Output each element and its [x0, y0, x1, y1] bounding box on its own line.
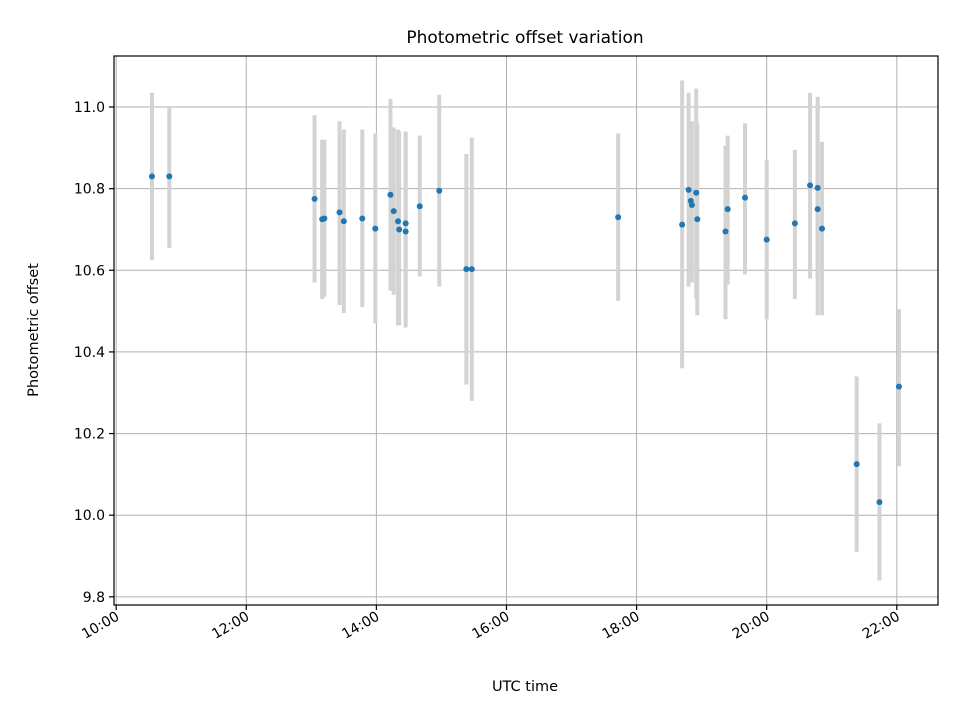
data-point	[742, 194, 749, 201]
data-point	[340, 218, 347, 225]
data-point	[722, 228, 729, 235]
data-point	[814, 184, 821, 191]
y-tick-label: 11.0	[74, 100, 105, 116]
x-tick-label: 16:00	[470, 609, 513, 643]
data-point	[166, 173, 173, 180]
data-point	[814, 206, 821, 213]
data-point	[436, 187, 443, 194]
data-point	[402, 228, 409, 235]
data-point	[321, 215, 328, 222]
data-point	[615, 214, 622, 221]
x-tick-label: 22:00	[860, 609, 903, 643]
data-point	[390, 208, 397, 215]
x-tick-label: 20:00	[730, 609, 773, 643]
data-point	[724, 206, 731, 213]
data-point	[359, 215, 366, 222]
grid-lines	[114, 56, 938, 605]
chart-title: Photometric offset variation	[406, 28, 643, 48]
data-point	[685, 186, 692, 193]
data-point	[416, 203, 423, 210]
data-point	[463, 266, 470, 273]
data-point	[818, 225, 825, 232]
data-point	[387, 191, 394, 198]
data-point	[402, 220, 409, 227]
data-point	[396, 226, 403, 233]
data-point	[336, 209, 343, 216]
data-point	[311, 195, 318, 202]
y-axis-label: Photometric offset	[26, 263, 42, 397]
data-point	[895, 383, 902, 390]
data-point	[876, 499, 883, 506]
x-tick-label: 10:00	[79, 609, 122, 643]
y-tick-label: 9.8	[83, 590, 105, 606]
data-point	[688, 201, 695, 208]
x-tick-label: 18:00	[600, 609, 643, 643]
y-tick-label: 10.4	[74, 345, 105, 361]
data-point	[807, 182, 814, 189]
x-axis-ticks: 10:00 12:00 14:00 16:00 18:00 20:00 22:00	[79, 605, 903, 643]
y-tick-label: 10.0	[74, 508, 105, 524]
data-point	[372, 225, 379, 232]
y-tick-label: 10.6	[74, 263, 105, 279]
y-tick-label: 10.2	[74, 427, 105, 443]
y-axis-ticks: 9.8 10.0 10.2 10.4 10.6 10.8 11.0	[74, 100, 114, 606]
x-tick-label: 14:00	[339, 609, 382, 643]
data-point	[148, 173, 155, 180]
data-points	[148, 173, 902, 506]
data-point	[763, 236, 770, 243]
data-point	[395, 218, 402, 225]
x-tick-label: 12:00	[209, 609, 252, 643]
plot-frame	[113, 55, 939, 606]
error-bars	[149, 80, 901, 581]
data-point	[468, 266, 475, 273]
data-point	[853, 461, 860, 468]
y-tick-label: 10.8	[74, 182, 105, 198]
x-axis-label: UTC time	[492, 679, 558, 695]
data-point	[791, 220, 798, 227]
data-point	[694, 216, 701, 223]
data-point	[679, 221, 686, 228]
data-point	[693, 189, 700, 196]
